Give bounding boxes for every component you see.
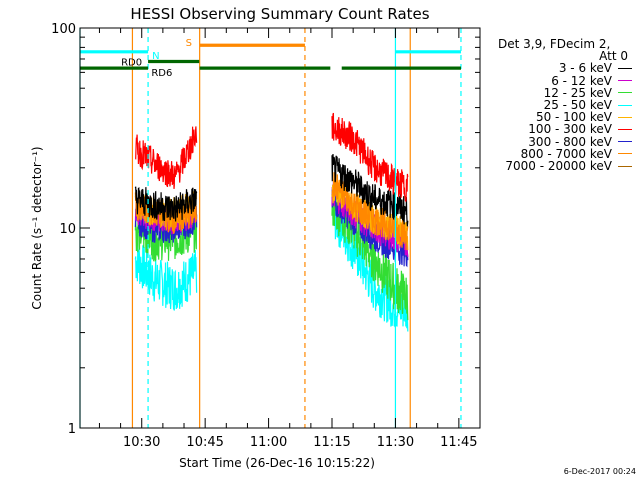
timestamp: 6-Dec-2017 00:24 — [563, 467, 636, 476]
legend-swatch-5 — [618, 129, 632, 131]
legend-swatch-0 — [618, 68, 632, 69]
legend-swatch-8 — [618, 165, 632, 167]
legend-swatch-2 — [618, 92, 632, 94]
legend-header-line1: Det 3,9, FDecim 2, — [498, 37, 611, 51]
x-tick-label-1: 10:45 — [186, 435, 223, 450]
x-tick-label-4: 11:30 — [377, 435, 414, 450]
legend-entry-5: 100 - 300 keV — [498, 122, 632, 137]
legend-entry-7: 800 - 7000 keV — [498, 148, 632, 160]
series-line-0-a — [134, 186, 198, 222]
x-axis-label: Start Time (26-Dec-16 10:15:22) — [179, 456, 375, 470]
state-label-rd6: RD6 — [151, 68, 172, 79]
y-tick-label-2: 100 — [51, 22, 76, 37]
legend-label-6: 300 - 800 keV — [528, 134, 612, 149]
legend-header-line2: Att 0 — [599, 49, 628, 64]
legend-label-3: 25 - 50 keV — [543, 98, 612, 113]
chart-title: HESSI Observing Summary Count Rates — [130, 5, 429, 23]
legend-label-1: 6 - 12 keV — [551, 73, 612, 88]
y-tick-label-1: 10 — [59, 222, 76, 237]
y-tick-label-0: 1 — [68, 422, 76, 437]
legend-swatch-3 — [618, 104, 632, 106]
legend-swatch-6 — [618, 141, 632, 143]
legend-entry-3: 25 - 50 keV — [498, 99, 632, 111]
data-layer: N S RD0 RD6 — [79, 28, 462, 428]
state-label-n: N — [152, 51, 159, 62]
legend-swatch-7 — [618, 153, 632, 155]
legend-label-4: 50 - 100 keV — [535, 110, 612, 125]
legend-entry-8: 7000 - 20000 keV — [498, 160, 632, 172]
legend-rows: 3 - 6 keV 6 - 12 keV 12 - 25 keV 25 - 50 ke… — [498, 62, 632, 172]
state-label-rd0: RD0 — [121, 57, 142, 68]
legend-entry-0: 3 - 6 keV — [498, 61, 632, 76]
legend-swatch-4 — [618, 116, 632, 118]
legend: Det 3,9, FDecim 2, Att 0 3 - 6 keV 6 - 12… — [498, 38, 632, 172]
legend-entry-2: 12 - 25 keV — [498, 87, 632, 99]
legend-label-7: 800 - 7000 keV — [520, 146, 612, 161]
y-axis-label: Count Rate (s⁻¹ detector⁻¹) — [30, 146, 44, 309]
x-tick-label-5: 11:45 — [440, 435, 477, 450]
legend-entry-4: 50 - 100 keV — [498, 111, 632, 123]
x-tick-label-3: 11:15 — [313, 435, 350, 450]
legend-entry-6: 300 - 800 keV — [498, 134, 632, 149]
x-tick-label-2: 11:00 — [250, 435, 287, 450]
series-line-5-a — [135, 126, 198, 189]
state-label-s: S — [186, 38, 192, 49]
legend-label-5: 100 - 300 keV — [528, 122, 612, 137]
legend-label-2: 12 - 25 keV — [543, 85, 612, 100]
axes-layer: 1 10 100 10:30 10:45 11:00 11:15 11:30 11:45 — [51, 22, 481, 450]
x-tick-label-0: 10:30 — [123, 435, 160, 450]
series-line-3-a — [134, 243, 198, 311]
legend-swatch-1 — [618, 80, 632, 82]
legend-label-0: 3 - 6 keV — [558, 61, 612, 76]
legend-label-8: 7000 - 20000 keV — [505, 159, 612, 174]
legend-entry-1: 6 - 12 keV — [498, 73, 632, 88]
